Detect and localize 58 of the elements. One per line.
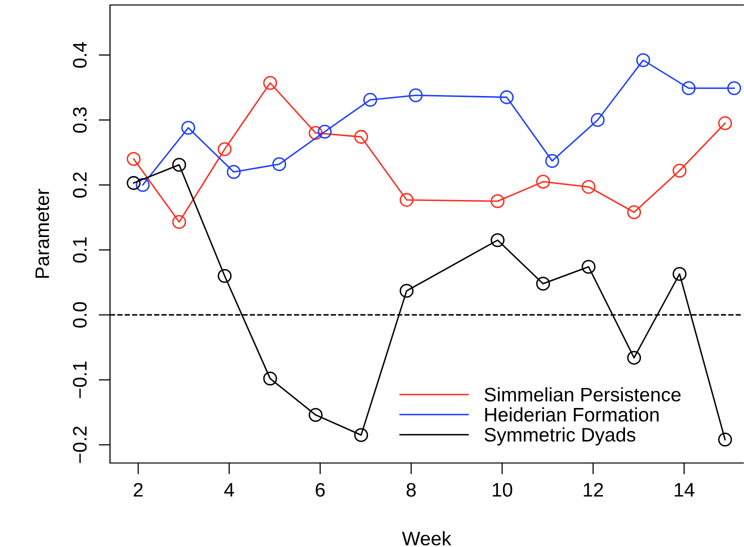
point [500,90,514,104]
point [363,92,378,107]
y-tick-label: 0.3 [72,107,87,133]
y-axis-title: Parameter [36,188,50,278]
point [218,268,232,283]
x-tick-label: 6 [316,482,325,497]
point [172,215,186,229]
point [636,53,650,68]
point [272,157,286,172]
point [536,174,550,189]
x-tick-label: 8 [406,482,416,497]
x-tick-label: 12 [584,482,603,497]
point [263,372,278,386]
y-tick-label: 0.2 [72,172,87,198]
y-tick-label: −0.2 [72,426,87,464]
y-tick-label: 0.4 [72,42,87,68]
x-tick-label: 14 [674,483,694,497]
point [490,194,505,208]
point [181,120,196,135]
point [308,126,323,140]
point [490,233,505,248]
x-axis-title: Week [402,531,452,546]
legend-label: Symmetric Dyads [484,427,636,446]
point [308,408,323,422]
y-tick-label: 0.1 [72,237,87,263]
point [172,158,186,172]
legend-label: Simmelian Persistence [484,387,681,402]
point [536,276,550,291]
point [627,205,642,220]
point [354,428,368,442]
x-tick-label: 2 [134,482,143,497]
legend-label: Heiderian Formation [485,407,659,422]
point [136,178,150,192]
point [400,192,414,207]
point [263,76,278,90]
point [682,81,696,96]
point [218,142,232,156]
point [672,267,687,281]
point [400,284,414,298]
x-tick-label: 4 [224,483,234,497]
point [718,116,732,130]
point [627,350,642,365]
y-tick-label: 0.0 [72,302,87,328]
point [226,165,241,179]
y-tick-label: −0.1 [72,362,87,398]
point [126,152,141,166]
x-tick-label: 10 [492,482,512,497]
point [672,164,687,178]
point [590,113,605,127]
point [582,180,596,194]
point [545,154,560,168]
point [718,432,732,447]
point [126,176,141,190]
point [318,124,332,139]
point [408,88,423,102]
point [727,81,742,96]
point [582,260,596,274]
point [354,130,368,144]
